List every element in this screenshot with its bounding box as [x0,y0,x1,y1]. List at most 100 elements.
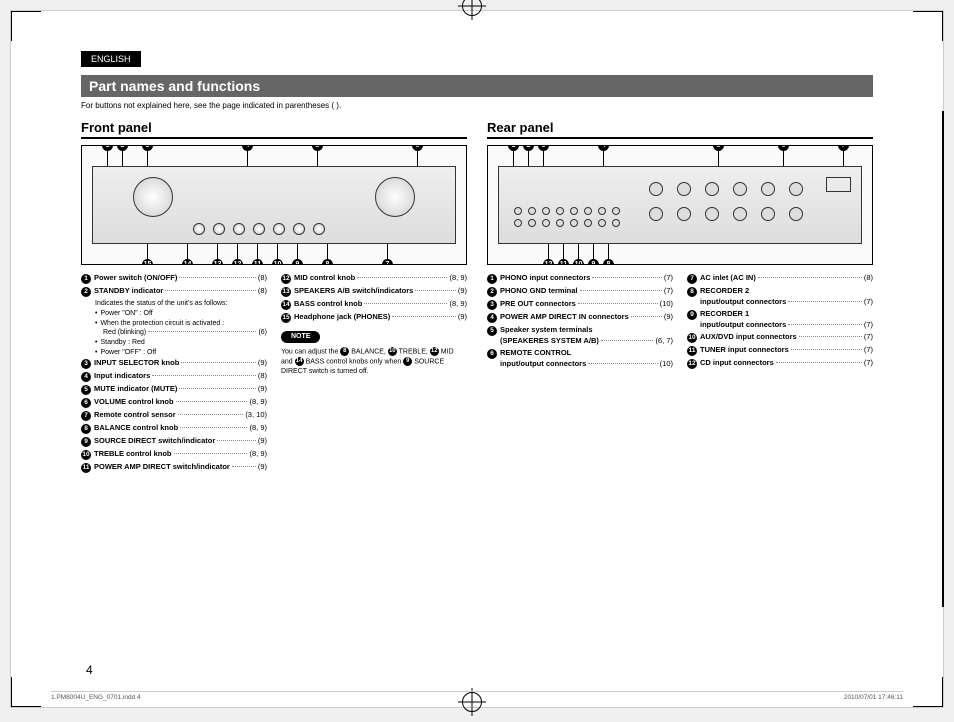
list-item: 1Power switch (ON/OFF) (8) [81,273,267,284]
small-knob [293,223,305,235]
speaker-terminal [677,182,691,196]
item-number: 5 [487,326,497,336]
speaker-terminal [789,182,803,196]
rca-jack [514,207,522,215]
list-item: 11POWER AMP DIRECT switch/indicator(9) [81,462,267,473]
section-title: Part names and functions [81,75,873,97]
item-label: POWER AMP DIRECT switch/indicator [94,462,230,473]
rear-panel: Rear panel 123456712111098 1PHONO input … [487,120,873,475]
list-item: 12MID control knob (8, 9) [281,273,467,284]
item-label: TREBLE control knob [94,449,172,460]
rear-panel-title: Rear panel [487,120,873,139]
rca-jack [570,207,578,215]
item-number: 4 [81,372,91,382]
item-number: 4 [487,313,497,323]
list-item: 10AUX/DVD input connectors(7) [687,332,873,343]
item-label: MID control knob [294,273,355,284]
item-label: AUX/DVD input connectors [700,332,797,343]
item-number: 3 [81,359,91,369]
sub-item: •Power "ON" : Off [95,309,267,319]
rca-jack [542,219,550,227]
list-item: 14BASS control knob(8, 9) [281,299,467,310]
list-item: 5Speaker system terminals(SPEAKERES SYST… [487,325,673,346]
rca-jack [514,219,522,227]
callout-number: 11 [252,259,263,265]
page-ref: (8, 9) [449,273,467,284]
page-ref: (8, 9) [249,423,267,434]
item-number: 1 [487,274,497,284]
list-item: 15Headphone jack (PHONES)(9) [281,312,467,323]
crop-mark [11,677,41,707]
rca-jack [556,207,564,215]
item-label: BALANCE control knob [94,423,178,434]
small-knob [233,223,245,235]
sub-item: Red (blinking)(6) [103,328,267,338]
item-number: 12 [281,274,291,284]
item-label: CD input connectors [700,358,774,369]
item-number: 3 [487,300,497,310]
speaker-terminal [649,207,663,221]
speaker-terminal [705,207,719,221]
page: ENGLISH Part names and functions For but… [10,10,944,708]
note-text: You can adjust the 8 BALANCE, 10 TREBLE,… [281,347,467,377]
list-item: 6VOLUME control knob(8, 9) [81,397,267,408]
registration-mark [462,0,492,26]
item-label: AC inlet (AC IN) [700,273,756,284]
rca-jack [584,207,592,215]
small-knob [213,223,225,235]
small-knob [273,223,285,235]
list-item: 3PRE OUT connectors(10) [487,299,673,310]
item-label: TUNER input connectors [700,345,789,356]
rear-col-1: 1PHONO input connectors(7)2PHONO GND ter… [487,273,673,371]
callout-number: 10 [573,259,584,265]
list-item: 7Remote control sensor(3, 10) [81,410,267,421]
amplifier-rear-body [498,166,862,244]
small-knob [193,223,205,235]
page-ref: (8) [258,273,267,284]
item-label: STANDBY indicator [94,286,163,297]
list-item: 4Input indicators(8) [81,371,267,382]
rca-jack [542,207,550,215]
speaker-terminal [705,182,719,196]
rca-jack [528,219,536,227]
speaker-terminal [733,207,747,221]
color-bar [942,111,944,607]
item-number: 12 [687,359,697,369]
item-number: 8 [687,287,697,297]
speaker-terminal [677,207,691,221]
item-label: MUTE indicator (MUTE) [94,384,177,395]
list-item: 12CD input connectors(7) [687,358,873,369]
sub-item: •When the protection circuit is activate… [95,319,267,329]
item-label: SPEAKERS A/B switch/indicators [294,286,413,297]
item-number: 1 [81,274,91,284]
item-number: 2 [81,287,91,297]
page-ref: (9) [258,462,267,473]
rca-jack [528,207,536,215]
rca-jack [612,219,620,227]
item-label: Power switch (ON/OFF) [94,273,177,284]
list-item: 6REMOTE CONTROLinput/output connectors(1… [487,348,673,369]
list-item: 10TREBLE control knob(8, 9) [81,449,267,460]
list-item: 2STANDBY indicator(8) [81,286,267,297]
rear-panel-diagram: 123456712111098 [487,145,873,265]
page-ref: (7) [864,345,873,356]
item-label: Remote control sensor [94,410,176,421]
page-ref: (9) [458,286,467,297]
item-label: POWER AMP DIRECT IN connectors [500,312,629,323]
item-number: 11 [687,346,697,356]
front-col-1: 1Power switch (ON/OFF) (8) 2STANDBY indica… [81,273,267,475]
page-ref: (8, 9) [449,299,467,310]
item-label: INPUT SELECTOR knob [94,358,179,369]
list-item: 8BALANCE control knob(8, 9) [81,423,267,434]
footer: 1.PM8004U_ENG_0701.indd 4 2010/07/01 17:… [51,691,903,701]
callout-number: 9 [292,259,303,265]
callout-number: 7 [382,259,393,265]
callout-number: 12 [232,259,243,265]
front-col-2: 12MID control knob(8, 9)13SPEAKERS A/B s… [281,273,467,475]
language-tag: ENGLISH [81,51,141,67]
callout-number: 10 [272,259,283,265]
item-number: 2 [487,287,497,297]
rear-columns: 1PHONO input connectors(7)2PHONO GND ter… [487,273,873,371]
callout-number: 11 [558,259,569,265]
speaker-terminal [761,207,775,221]
